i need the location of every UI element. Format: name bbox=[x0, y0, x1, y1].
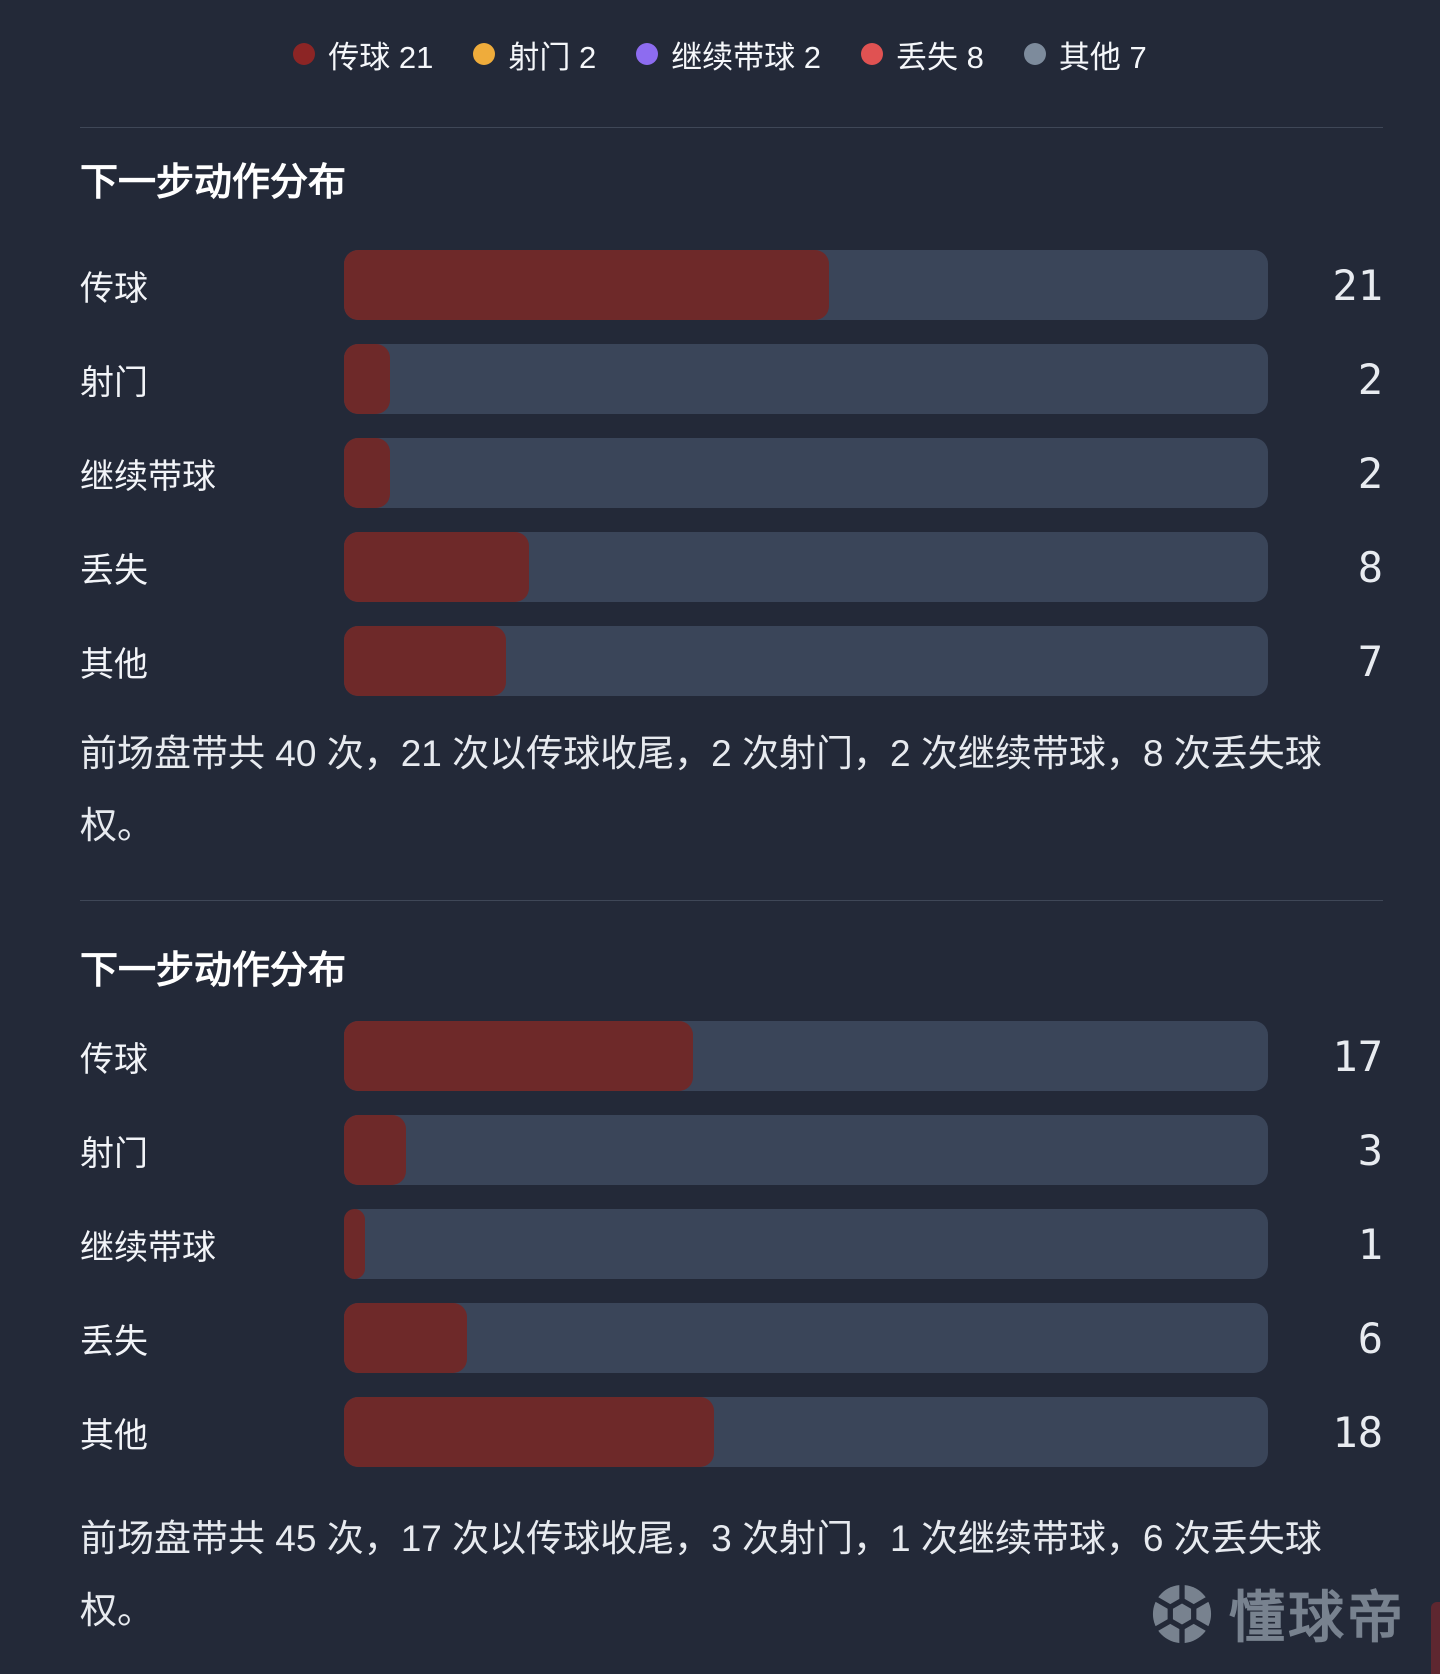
bar-label: 丢失 bbox=[80, 551, 148, 590]
brand-watermark-text: 懂球帝 bbox=[1229, 1586, 1406, 1649]
legend-item[interactable]: 射门 2 bbox=[473, 32, 596, 77]
legend-item[interactable]: 传球 21 bbox=[293, 32, 433, 77]
legend-label: 其他 7 bbox=[1058, 39, 1147, 75]
soccer-ball-icon bbox=[1152, 1582, 1212, 1645]
legend-item[interactable]: 丢失 8 bbox=[861, 32, 984, 77]
bar-rows: 传球 21 射门 2 继续带球 2 丢失 8 其他 7 bbox=[80, 250, 1383, 696]
bar-track bbox=[344, 1115, 1268, 1185]
bar-fill bbox=[344, 626, 506, 696]
chart-section: 下一步动作分布 传球 21 射门 2 继续带球 2 丢失 8 其他 7 前场盘带共 40 次，21 次… bbox=[80, 163, 1383, 862]
bar-fill bbox=[344, 250, 830, 320]
bar-row: 继续带球 2 bbox=[80, 438, 1383, 508]
legend-dot-icon bbox=[1023, 43, 1046, 65]
legend-dot-icon bbox=[861, 43, 884, 65]
bar-row: 传球 21 bbox=[80, 250, 1383, 320]
bar-row: 射门 2 bbox=[80, 344, 1383, 414]
bar-row: 其他 7 bbox=[80, 626, 1383, 696]
bar-label: 传球 bbox=[80, 269, 148, 308]
bar-row: 传球 17 bbox=[80, 1021, 1383, 1091]
bar-row: 丢失 8 bbox=[80, 532, 1383, 602]
legend-label: 传球 21 bbox=[328, 39, 434, 75]
bar-value: 17 bbox=[1332, 1031, 1383, 1081]
bar-fill bbox=[344, 1397, 714, 1467]
section-title: 下一步动作分布 bbox=[80, 950, 347, 992]
bar-track bbox=[344, 1303, 1268, 1373]
bar-label: 丢失 bbox=[80, 1322, 148, 1361]
bar-value: 8 bbox=[1357, 542, 1383, 592]
chart-section: 下一步动作分布 传球 17 射门 3 继续带球 1 丢失 6 其他 18 前场盘带共 45 次，17 … bbox=[80, 951, 1383, 1647]
bar-row: 射门 3 bbox=[80, 1115, 1383, 1185]
bar-track bbox=[344, 438, 1268, 508]
summary-text: 前场盘带共 45 次，17 次以传球收尾，3 次射门，1 次继续带球，6 次丢失… bbox=[80, 1518, 1322, 1631]
bar-track bbox=[344, 1397, 1268, 1467]
bar-fill bbox=[344, 438, 391, 508]
bar-row: 丢失 6 bbox=[80, 1303, 1383, 1373]
bar-fill bbox=[344, 1209, 365, 1279]
legend-item[interactable]: 其他 7 bbox=[1023, 32, 1147, 77]
bar-value: 2 bbox=[1357, 448, 1383, 498]
bar-track bbox=[344, 532, 1268, 602]
bar-label: 射门 bbox=[80, 363, 148, 402]
section-title: 下一步动作分布 bbox=[80, 162, 347, 204]
bar-value: 6 bbox=[1357, 1313, 1383, 1363]
bar-track bbox=[344, 344, 1268, 414]
legend-item[interactable]: 继续带球 2 bbox=[636, 32, 821, 77]
bar-row: 其他 18 bbox=[80, 1397, 1383, 1467]
summary-text: 前场盘带共 40 次，21 次以传球收尾，2 次射门，2 次继续带球，8 次丢失… bbox=[80, 733, 1322, 846]
bar-rows: 传球 17 射门 3 继续带球 1 丢失 6 其他 18 bbox=[80, 1021, 1383, 1467]
legend-dot-icon bbox=[636, 43, 659, 65]
bar-track bbox=[344, 250, 1268, 320]
bar-value: 2 bbox=[1357, 354, 1383, 404]
section-divider bbox=[80, 900, 1383, 901]
legend-dot-icon bbox=[293, 43, 316, 65]
bar-value: 1 bbox=[1357, 1219, 1383, 1269]
legend-label: 丢失 8 bbox=[896, 39, 984, 75]
bar-value: 18 bbox=[1332, 1407, 1383, 1457]
bar-track bbox=[344, 1021, 1268, 1091]
brand-watermark: 懂球帝 bbox=[1151, 1573, 1406, 1654]
chart-legend: 传球 21 射门 2 继续带球 2 丢失 8 其他 7 bbox=[0, 0, 1440, 75]
bar-label: 继续带球 bbox=[80, 1228, 216, 1267]
bar-fill bbox=[344, 1021, 694, 1091]
chart-content: 下一步动作分布 传球 21 射门 2 继续带球 2 丢失 8 其他 7 前场盘带共 40 次，21 次… bbox=[0, 127, 1440, 1647]
bar-fill bbox=[344, 1303, 468, 1373]
legend-label: 射门 2 bbox=[508, 39, 597, 75]
corner-accent-shape bbox=[1431, 1602, 1440, 1674]
bar-value: 7 bbox=[1357, 636, 1383, 686]
bar-track bbox=[344, 1209, 1268, 1279]
bar-label: 传球 bbox=[80, 1040, 148, 1079]
bar-fill bbox=[344, 1115, 406, 1185]
legend-dot-icon bbox=[473, 43, 496, 65]
bar-label: 其他 bbox=[80, 645, 148, 684]
bar-fill bbox=[344, 344, 391, 414]
bar-label: 射门 bbox=[80, 1134, 148, 1173]
section-divider bbox=[80, 127, 1383, 128]
bar-fill bbox=[344, 532, 529, 602]
bar-value: 21 bbox=[1332, 260, 1383, 310]
bar-label: 其他 bbox=[80, 1416, 148, 1455]
bar-row: 继续带球 1 bbox=[80, 1209, 1383, 1279]
bar-value: 3 bbox=[1357, 1125, 1383, 1175]
legend-label: 继续带球 2 bbox=[671, 39, 822, 75]
bar-label: 继续带球 bbox=[80, 457, 216, 496]
bar-track bbox=[344, 626, 1268, 696]
